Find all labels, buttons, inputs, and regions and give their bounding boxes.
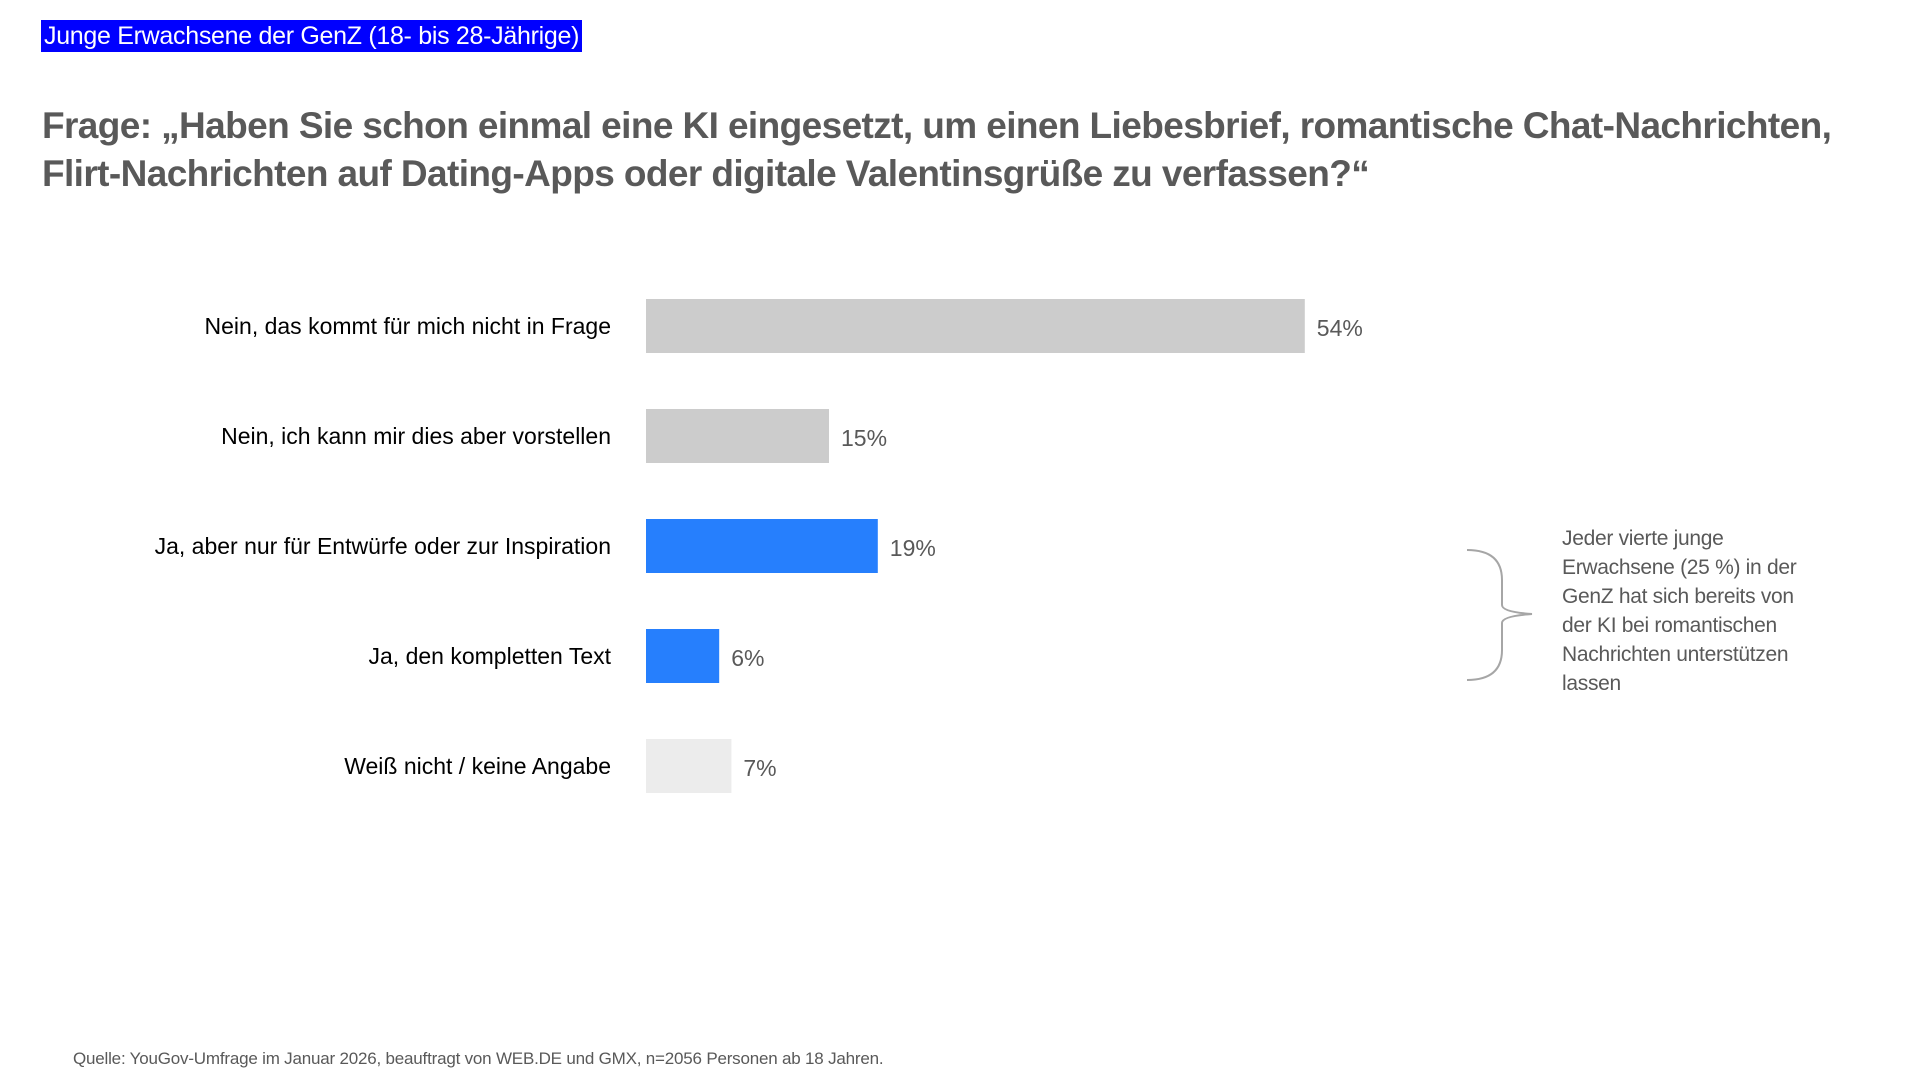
bar-1 (646, 299, 1305, 353)
question-title: Frage: „Haben Sie schon einmal eine KI e… (42, 105, 1832, 194)
annotation-bracket (1466, 549, 1533, 681)
audience-tag: Junge Erwachsene der GenZ (18- bis 28-Jä… (41, 20, 583, 52)
category-label-4: Ja, den kompletten Text (369, 643, 612, 669)
category-label-5: Weiß nicht / keine Angabe (344, 753, 611, 779)
bar-4 (646, 629, 720, 683)
bars-group: Nein, das kommt für mich nicht in Frage 5… (155, 299, 1363, 793)
value-label-2: 15% (841, 425, 887, 451)
value-label-4: 6% (731, 645, 764, 671)
bar-5 (646, 739, 732, 793)
annotation-text: Jeder vierte junge Erwachsene (25 %) in … (1562, 527, 1797, 695)
bar-3 (646, 519, 878, 573)
category-label-2: Nein, ich kann mir dies aber vorstellen (221, 423, 611, 449)
value-label-5: 7% (743, 755, 776, 781)
value-label-3: 19% (890, 535, 936, 561)
category-label-3: Ja, aber nur für Entwürfe oder zur Inspi… (155, 533, 611, 559)
category-label-1: Nein, das kommt für mich nicht in Frage (205, 313, 611, 339)
bar-2 (646, 409, 829, 463)
source-note: Quelle: YouGov-Umfrage im Januar 2026, b… (73, 1049, 884, 1068)
value-label-1: 54% (1317, 315, 1363, 341)
